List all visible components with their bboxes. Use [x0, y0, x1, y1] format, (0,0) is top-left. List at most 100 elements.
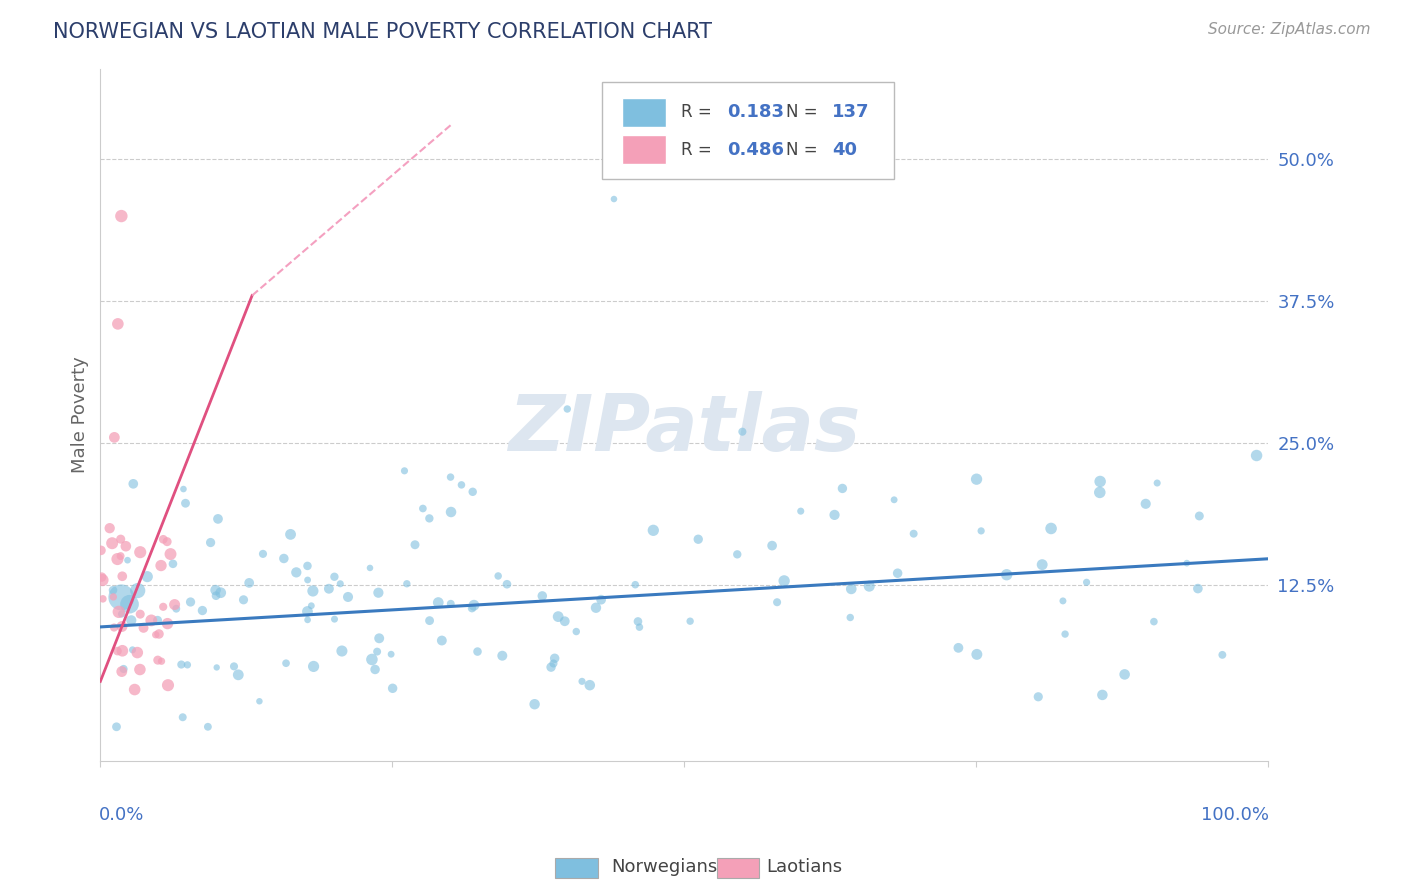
Point: [547, 609, 569, 624]
Point: [643, 524, 665, 538]
Point: [180, 595, 202, 609]
Point: [297, 573, 319, 587]
Text: 0.183: 0.183: [727, 103, 785, 121]
Point: [101, 536, 124, 550]
Point: [461, 484, 484, 499]
Point: [839, 610, 862, 624]
Point: [152, 599, 174, 614]
Point: [112, 662, 135, 676]
Point: [197, 720, 219, 734]
Point: [207, 512, 229, 526]
Point: [238, 575, 260, 590]
Point: [824, 508, 846, 522]
Point: [361, 652, 384, 666]
Point: [111, 569, 134, 583]
Point: [110, 549, 132, 563]
Point: [174, 496, 197, 510]
Point: [1052, 594, 1074, 608]
Point: [1040, 521, 1063, 535]
Point: [543, 657, 565, 671]
Point: [273, 551, 295, 566]
Point: [191, 603, 214, 617]
Point: [948, 640, 970, 655]
Point: [299, 599, 322, 613]
Point: [461, 601, 484, 615]
Point: [90, 543, 112, 558]
Point: [117, 553, 139, 567]
Point: [156, 534, 179, 549]
Point: [297, 604, 319, 618]
Point: [790, 504, 813, 518]
Text: 0.486: 0.486: [727, 141, 785, 159]
Point: [111, 619, 134, 633]
Point: [110, 591, 132, 605]
Point: [430, 633, 453, 648]
Point: [111, 644, 134, 658]
Point: [148, 627, 170, 641]
Point: [970, 524, 993, 538]
Text: N =: N =: [786, 141, 817, 159]
Point: [761, 539, 783, 553]
Point: [628, 620, 651, 634]
Point: [156, 616, 179, 631]
Point: [103, 590, 125, 604]
Point: [132, 621, 155, 635]
Point: [886, 566, 908, 581]
Text: Source: ZipAtlas.com: Source: ZipAtlas.com: [1208, 22, 1371, 37]
Point: [359, 561, 381, 575]
Point: [205, 589, 228, 603]
Point: [172, 482, 194, 496]
Point: [624, 577, 647, 591]
Point: [330, 644, 353, 658]
Point: [101, 583, 124, 598]
Point: [688, 533, 710, 547]
Text: Norwegians: Norwegians: [612, 858, 718, 876]
Point: [205, 660, 228, 674]
Point: [90, 570, 112, 584]
Point: [111, 607, 134, 621]
Point: [152, 533, 174, 547]
Point: [1088, 485, 1111, 500]
Point: [773, 574, 796, 588]
Point: [491, 648, 513, 663]
Point: [1187, 582, 1209, 596]
Point: [110, 209, 132, 223]
Point: [439, 470, 461, 484]
Point: [329, 576, 352, 591]
Point: [1135, 497, 1157, 511]
Point: [226, 668, 249, 682]
Point: [274, 657, 297, 671]
Point: [323, 570, 346, 584]
Point: [209, 585, 232, 599]
Point: [578, 678, 600, 692]
Point: [381, 681, 404, 696]
Point: [150, 558, 173, 573]
Point: [813, 153, 835, 167]
Point: [1143, 615, 1166, 629]
Point: [544, 651, 567, 665]
Point: [337, 590, 360, 604]
Text: R =: R =: [681, 141, 711, 159]
Point: [122, 476, 145, 491]
Point: [145, 628, 167, 642]
Point: [839, 582, 862, 596]
Point: [146, 613, 169, 627]
Point: [127, 583, 149, 598]
Point: [725, 547, 748, 561]
Point: [440, 597, 463, 611]
Point: [450, 478, 472, 492]
Point: [103, 430, 125, 444]
Point: [204, 583, 226, 598]
Point: [280, 527, 302, 541]
Point: [966, 648, 988, 662]
Point: [170, 657, 193, 672]
Point: [107, 644, 129, 658]
Point: [467, 644, 489, 658]
Point: [394, 464, 416, 478]
Point: [222, 659, 245, 673]
Point: [91, 591, 114, 606]
Point: [127, 646, 149, 660]
Point: [176, 657, 198, 672]
Text: ZIPatlas: ZIPatlas: [508, 391, 860, 467]
Point: [903, 526, 925, 541]
